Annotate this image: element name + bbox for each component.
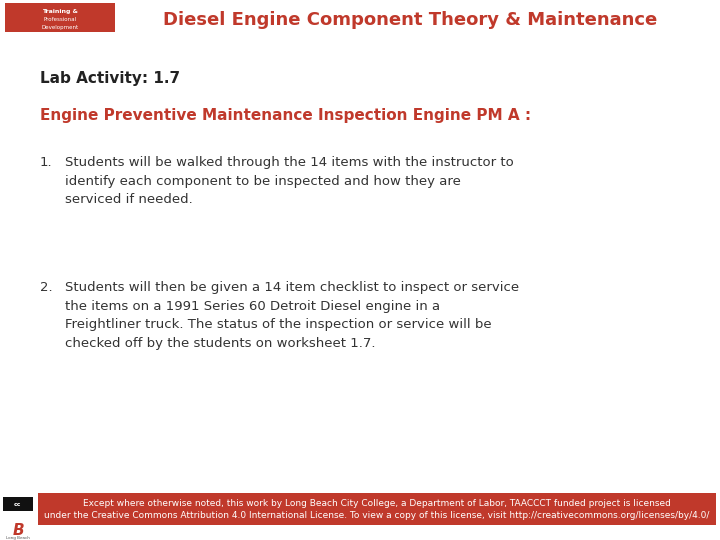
Text: Long Beach: Long Beach [6,536,30,540]
Text: Students will then be given a 14 item checklist to inspect or service
the items : Students will then be given a 14 item ch… [65,281,519,350]
Bar [38,494,716,525]
Bar [5,3,115,32]
Text: Training &: Training & [42,9,78,14]
Text: Except where otherwise noted, this work by Long Beach City College, a Department: Except where otherwise noted, this work … [45,500,710,520]
Text: 2.: 2. [40,281,53,294]
Text: Diesel Engine Component Theory & Maintenance: Diesel Engine Component Theory & Mainten… [163,11,657,29]
Text: 1.: 1. [40,156,53,169]
Text: Professional: Professional [43,17,76,22]
Text: Lab Activity: 1.7: Lab Activity: 1.7 [40,71,180,86]
Bar [3,497,33,511]
Text: Students will be walked through the 14 items with the instructor to
identify eac: Students will be walked through the 14 i… [65,156,514,206]
Text: Engine Preventive Maintenance Inspection Engine PM A :: Engine Preventive Maintenance Inspection… [40,108,531,123]
Text: cc: cc [14,502,22,507]
Text: Development: Development [42,25,78,30]
Text: B: B [12,523,24,538]
